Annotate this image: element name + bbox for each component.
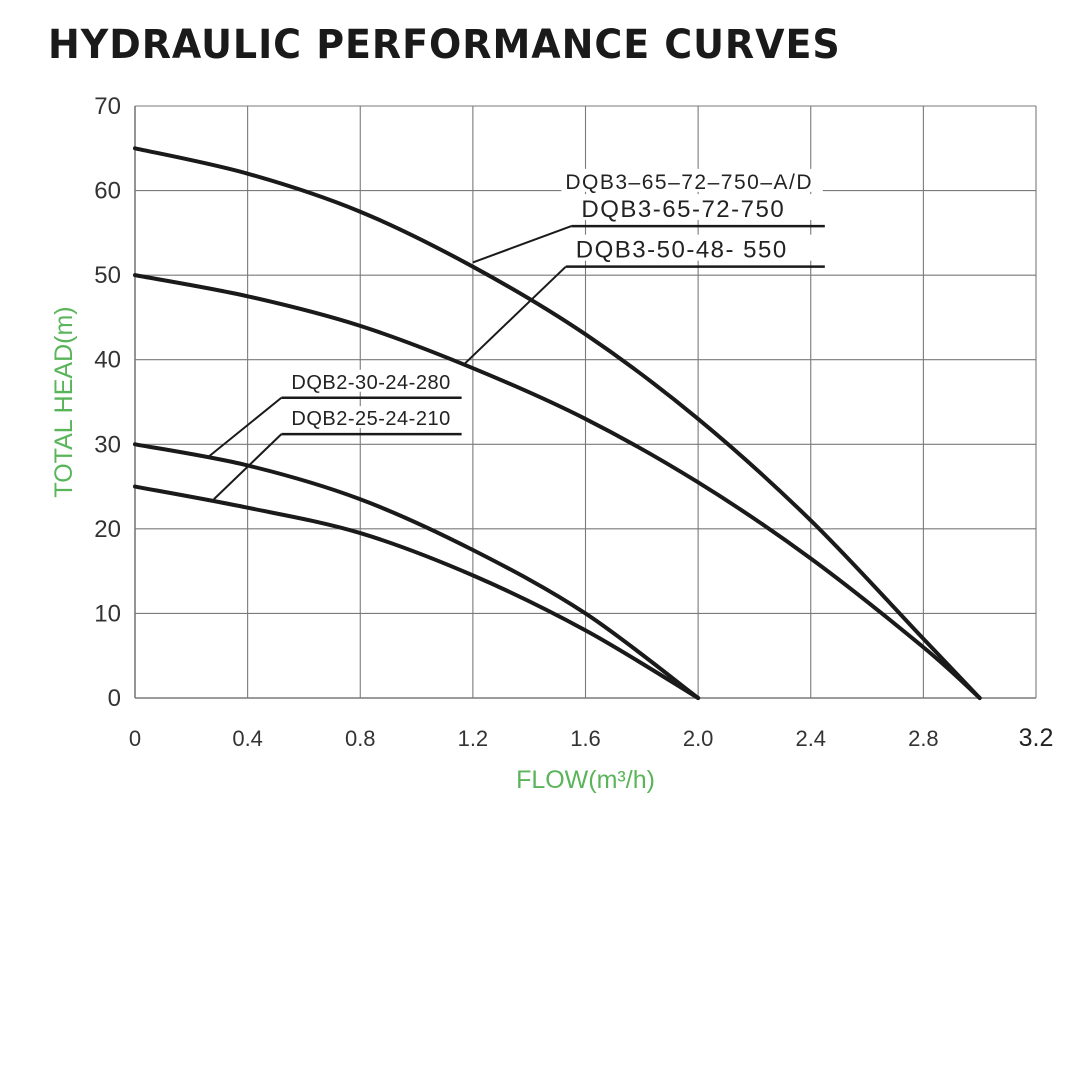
annotation-leader [472, 225, 572, 264]
y-tick-label: 0 [108, 685, 121, 712]
x-axis-label: FLOW(m³/h) [516, 766, 655, 794]
tick-layer: 0 0.4 0.8 1.2 1.6 2.0 2.4 2.8 3.2 0 10 20 30 40 50 60 70 [94, 93, 1053, 752]
annotation-label-bg [577, 194, 823, 221]
annotation-label-bg [287, 406, 460, 429]
annotation-leader [463, 265, 567, 365]
y-tick-label: 20 [94, 516, 121, 543]
annotation-label: DQB3-65-72-750 [581, 196, 785, 223]
annotation-label-bg [571, 234, 823, 261]
annotation-label-bg [561, 168, 823, 192]
x-tick-label: 3.2 [1019, 724, 1054, 752]
y-axis-label: TOTAL HEAD(m) [50, 306, 78, 497]
y-tick-label: 60 [94, 178, 121, 205]
x-tick-label: 0.8 [345, 726, 376, 751]
y-tick-label: 70 [94, 93, 121, 120]
annotation-label: DQB3–65–72–750–A/D [565, 171, 813, 194]
series-line-dqb2-30-24-280 [133, 442, 701, 700]
x-tick-label: 1.6 [570, 726, 601, 751]
x-tick-label: 0 [129, 726, 141, 751]
annotation-leader [207, 396, 283, 458]
y-tick-label: 10 [94, 600, 121, 627]
series-line-dqb3-50-48-550 [133, 273, 982, 700]
annotation-label: DQB2-25-24-210 [291, 408, 450, 430]
series-line-dqb2-25-24-210 [133, 484, 701, 700]
x-tick-label: 2.8 [908, 726, 939, 751]
x-tick-label: 2.0 [683, 726, 714, 751]
annotation-label-bg [287, 369, 460, 392]
annotation-leader [213, 433, 283, 500]
x-tick-label: 2.4 [795, 726, 826, 751]
chart-title: HYDRAULIC PERFORMANCE CURVES [48, 22, 841, 68]
annotation-label: DQB2-30-24-280 [291, 372, 450, 394]
curve-layer [133, 146, 982, 700]
x-tick-label: 1.2 [458, 726, 489, 751]
x-tick-label: 0.4 [232, 726, 263, 751]
series-line-dqb3-65-72-750 [133, 146, 982, 700]
annotation-label: DQB3-50-48- 550 [576, 237, 788, 264]
y-tick-label: 40 [94, 347, 121, 374]
y-tick-label: 30 [94, 431, 121, 458]
y-tick-label: 50 [94, 262, 121, 289]
